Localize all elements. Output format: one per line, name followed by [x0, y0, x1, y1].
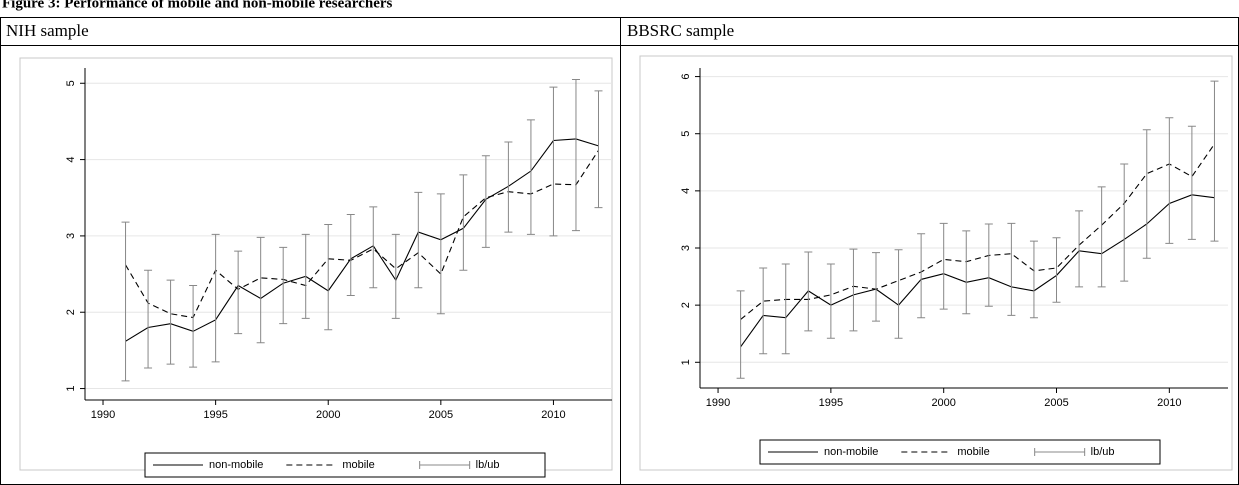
error-bar — [759, 267, 768, 355]
legend-label: mobile — [342, 459, 374, 471]
y-tick-label: 4 — [65, 157, 77, 163]
error-bar — [1165, 117, 1174, 244]
legend-box — [759, 439, 1161, 465]
table-header: NIH sample — [6, 21, 89, 40]
error-bar — [189, 285, 198, 368]
error-bar — [736, 290, 745, 379]
error-bar — [414, 191, 423, 289]
error-bar — [594, 90, 603, 209]
error-bar — [939, 222, 948, 310]
error-bar — [526, 119, 535, 235]
error-bar — [917, 233, 926, 319]
error-bar — [962, 230, 971, 315]
y-tick-label: 3 — [680, 245, 692, 251]
error-bar — [121, 221, 130, 382]
error-bar — [984, 223, 993, 307]
error-bar — [459, 174, 468, 271]
y-tick-label: 2 — [680, 302, 692, 308]
x-tick-label: 1995 — [203, 409, 227, 421]
error-bar — [1075, 210, 1084, 288]
error-bar — [144, 269, 153, 369]
error-bar — [301, 233, 310, 319]
error-bar — [1120, 163, 1129, 282]
x-tick-label: 1995 — [819, 397, 843, 409]
y-tick-label: 5 — [65, 80, 77, 86]
x-tick-label: 1990 — [706, 397, 730, 409]
error-bar — [571, 78, 580, 232]
error-bar — [504, 141, 513, 233]
series-line — [125, 150, 599, 319]
error-bar — [211, 233, 220, 363]
x-tick-label: 2005 — [1044, 397, 1068, 409]
error-bar — [346, 214, 355, 296]
legend-label: non-mobile — [824, 446, 878, 458]
error-bar — [166, 279, 175, 365]
chart-frame — [639, 55, 1233, 471]
chart-frame — [19, 57, 613, 471]
error-bar — [872, 252, 880, 322]
table-header: BBSRC sample — [627, 21, 734, 40]
error-bar — [1097, 186, 1106, 288]
legend-box — [144, 452, 546, 478]
x-tick-label: 2010 — [1157, 397, 1181, 409]
error-bar — [1142, 129, 1151, 259]
error-bar — [369, 206, 378, 289]
error-bar — [849, 248, 858, 332]
x-tick-label: 2000 — [316, 409, 340, 421]
error-bar — [804, 251, 813, 332]
error-bar — [279, 246, 288, 325]
legend-label: lb/ub — [476, 459, 500, 471]
series-line — [740, 143, 1215, 320]
error-bar — [481, 155, 490, 248]
error-bar — [826, 263, 835, 339]
y-tick-label: 1 — [65, 385, 77, 391]
y-tick-label: 3 — [65, 233, 77, 239]
error-bar — [234, 250, 243, 335]
error-bar — [1210, 80, 1219, 242]
y-tick-label: 4 — [680, 188, 692, 194]
figure-title: Figure 3: Performance of mobile and non-… — [2, 0, 393, 11]
legend-label: mobile — [957, 446, 989, 458]
error-bar — [894, 249, 903, 339]
legend-label: lb/ub — [1091, 446, 1115, 458]
error-bar — [1187, 125, 1196, 240]
x-tick-label: 2000 — [931, 397, 955, 409]
legend-swatch — [419, 461, 471, 469]
legend-swatch — [1034, 448, 1086, 456]
error-bar — [1007, 222, 1016, 316]
y-tick-label: 1 — [680, 359, 692, 365]
error-bar — [436, 193, 445, 315]
error-bar — [1052, 237, 1061, 303]
error-bar — [549, 86, 558, 237]
legend-label: non-mobile — [209, 459, 263, 471]
error-bar — [324, 223, 333, 331]
error-bar — [781, 263, 790, 355]
y-tick-label: 6 — [680, 74, 692, 80]
error-bar — [256, 236, 265, 344]
x-tick-label: 1990 — [91, 409, 115, 421]
series-line — [740, 194, 1215, 348]
error-bar — [391, 233, 400, 319]
y-tick-label: 2 — [65, 309, 77, 315]
x-tick-label: 2010 — [541, 409, 565, 421]
x-tick-label: 2005 — [429, 409, 453, 421]
error-bar — [1029, 240, 1038, 319]
y-tick-label: 5 — [680, 131, 692, 137]
series-line — [125, 138, 599, 342]
